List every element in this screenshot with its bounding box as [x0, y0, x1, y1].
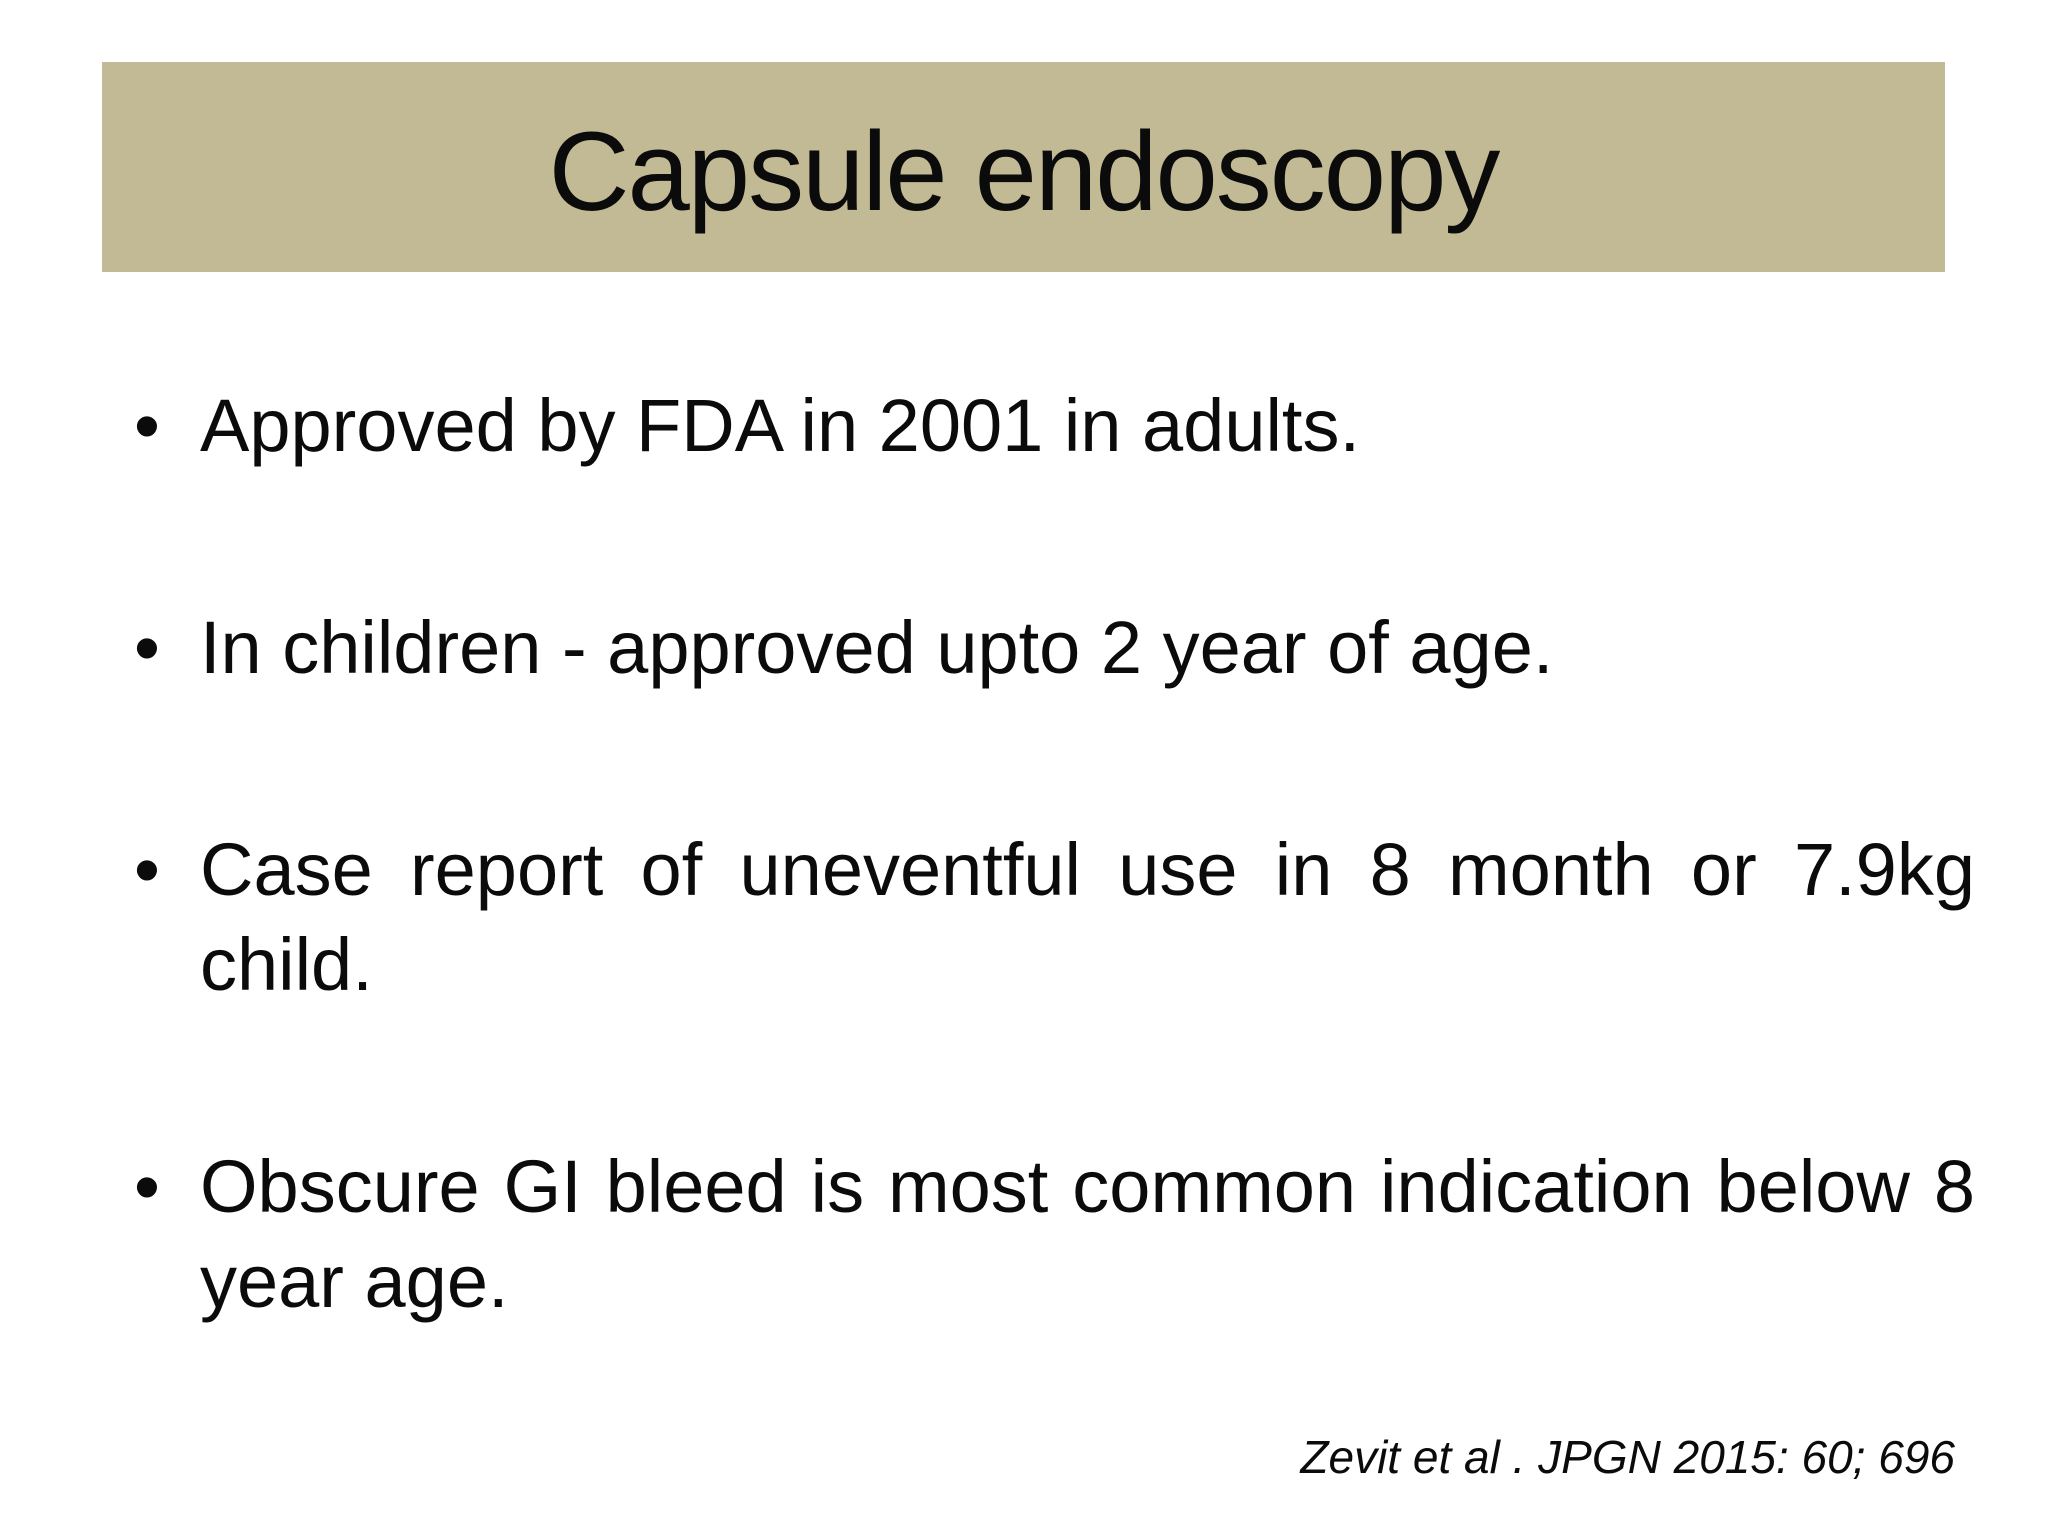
bullet-item: • In children - approved upto 2 year of …	[134, 600, 1975, 695]
title-bar: Capsule endoscopy	[102, 62, 1945, 272]
bullet-list: • Approved by FDA in 2001 in adults. • I…	[134, 378, 1975, 1329]
bullet-item: • Approved by FDA in 2001 in adults.	[134, 378, 1975, 473]
bullet-marker-icon: •	[134, 1145, 160, 1228]
bullet-text: In children - approved upto 2 year of ag…	[200, 606, 1554, 689]
bullet-text: Obscure GI bleed is most common indicati…	[200, 1145, 1975, 1323]
slide-title: Capsule endoscopy	[548, 108, 1501, 234]
bullet-item: • Case report of uneventful use in 8 mon…	[134, 822, 1975, 1012]
bullet-text: Case report of uneventful use in 8 month…	[200, 828, 1975, 1006]
bullet-item: • Obscure GI bleed is most common indica…	[134, 1139, 1975, 1329]
bullet-marker-icon: •	[134, 384, 160, 467]
bullet-marker-icon: •	[134, 828, 160, 911]
bullet-marker-icon: •	[134, 606, 160, 689]
citation: Zevit et al . JPGN 2015: 60; 696	[1300, 1431, 1955, 1483]
bullet-text: Approved by FDA in 2001 in adults.	[200, 384, 1361, 467]
